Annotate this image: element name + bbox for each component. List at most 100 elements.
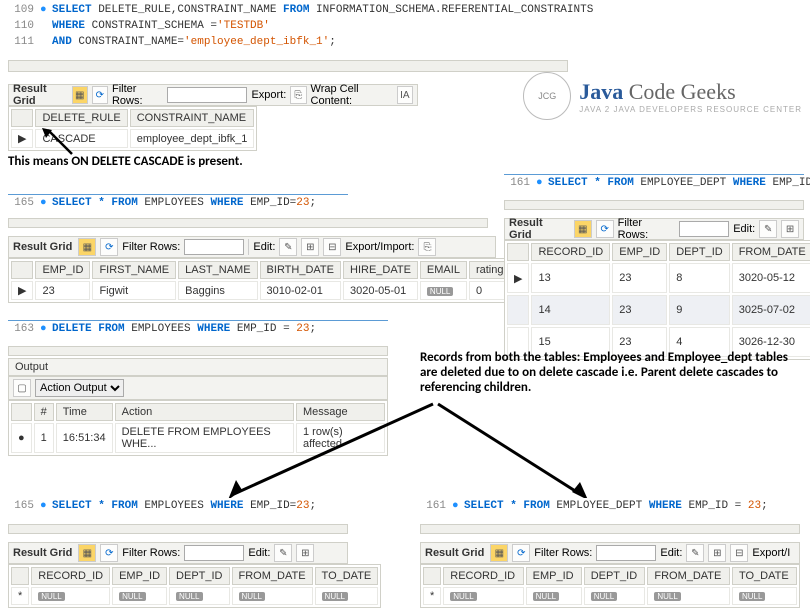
edit2-icon[interactable]: ⊞ — [301, 238, 319, 256]
col-header — [11, 403, 32, 421]
grid-icon[interactable]: ▦ — [490, 544, 508, 562]
col-header[interactable]: Time — [56, 403, 113, 421]
edit-icon[interactable]: ✎ — [279, 238, 297, 256]
col-header[interactable]: DEPT_ID — [584, 567, 646, 585]
cell-null: NULL — [647, 587, 730, 605]
sql-ident: EMP_ID= — [243, 500, 296, 512]
col-header[interactable]: FROM_DATE — [232, 567, 313, 585]
grid-icon[interactable]: ▦ — [78, 238, 96, 256]
refresh-icon[interactable]: ⟳ — [100, 544, 118, 562]
row-marker: ▶ — [507, 263, 529, 293]
col-header[interactable]: FROM_DATE — [647, 567, 730, 585]
row-marker — [507, 295, 529, 325]
line-num: 163 — [8, 321, 40, 337]
col-header[interactable]: EMP_ID — [112, 567, 167, 585]
filter-input[interactable] — [167, 87, 247, 103]
filter-input[interactable] — [184, 545, 244, 561]
scrollbar-horiz[interactable] — [420, 524, 800, 534]
edit-icon[interactable]: ✎ — [759, 220, 777, 238]
cell-null: NULL — [732, 587, 797, 605]
edit3-icon[interactable]: ⊟ — [323, 238, 341, 256]
col-header[interactable]: EMAIL — [420, 261, 467, 279]
refresh-icon[interactable]: ⟳ — [512, 544, 530, 562]
refresh-icon[interactable]: ⟳ — [596, 220, 614, 238]
success-icon: ● — [11, 423, 32, 453]
breakpoint-icon: ● — [40, 321, 52, 337]
col-header[interactable]: TO_DATE — [732, 567, 797, 585]
col-header[interactable]: DEPT_ID — [669, 243, 729, 261]
wrap-icon[interactable]: IA — [397, 86, 413, 104]
table-row-empty[interactable]: *NULLNULLNULLNULLNULL — [11, 587, 378, 605]
result-grid-label: Result Grid — [13, 83, 66, 107]
refresh-icon[interactable]: ⟳ — [100, 238, 118, 256]
col-header[interactable]: LAST_NAME — [178, 261, 257, 279]
scrollbar-horiz[interactable] — [8, 60, 568, 72]
col-header[interactable]: RECORD_ID — [31, 567, 110, 585]
result-grid-label: Result Grid — [13, 547, 72, 559]
table-row[interactable]: ▶23FigwitBaggins3010-02-013020-05-01NULL… — [11, 281, 570, 300]
grid-icon[interactable]: ▦ — [72, 86, 88, 104]
null-pill: NULL — [239, 592, 265, 601]
null-pill: NULL — [322, 592, 348, 601]
edit-icon[interactable]: ✎ — [686, 544, 704, 562]
export-icon[interactable]: ⎘ — [418, 238, 436, 256]
sql-kw: * — [588, 177, 608, 189]
arrow-1 — [42, 128, 82, 158]
result-grid-5: RECORD_IDEMP_IDDEPT_IDFROM_DATETO_DATE *… — [8, 564, 381, 608]
col-header[interactable]: TO_DATE — [315, 567, 379, 585]
scrollbar-horiz[interactable] — [8, 524, 348, 534]
sql-ident: EMPLOYEE_DEPT — [550, 500, 649, 512]
scrollbar-horiz[interactable] — [8, 218, 488, 228]
logo-area: JCG Java Code Geeks JAVA 2 JAVA DEVELOPE… — [523, 72, 802, 120]
col-header[interactable]: CONSTRAINT_NAME — [130, 109, 255, 127]
col-header[interactable]: # — [34, 403, 54, 421]
logo-badge-text: JCG — [538, 91, 556, 101]
table-row-empty[interactable]: *NULLNULLNULLNULLNULL — [423, 587, 797, 605]
col-header[interactable]: RECORD_ID — [443, 567, 523, 585]
sql-kw: WHERE — [733, 177, 766, 189]
edit-label: Edit: — [248, 547, 270, 559]
filter-input[interactable] — [596, 545, 656, 561]
col-header[interactable]: EMP_ID — [612, 243, 667, 261]
col-header[interactable]: BIRTH_DATE — [260, 261, 341, 279]
filter-input[interactable] — [184, 239, 244, 255]
null-pill: NULL — [38, 592, 64, 601]
null-pill: NULL — [591, 592, 617, 601]
col-header[interactable]: DEPT_ID — [169, 567, 229, 585]
table-row[interactable]: ▶132383020-05-123025-06-01 — [507, 263, 810, 293]
col-header[interactable]: EMP_ID — [526, 567, 582, 585]
grid-icon[interactable]: ▦ — [78, 544, 96, 562]
edit2-icon[interactable]: ⊞ — [296, 544, 314, 562]
line-num: 161 — [420, 498, 452, 514]
refresh-icon[interactable]: ⟳ — [92, 86, 108, 104]
action-output-dropdown[interactable]: Action Output — [35, 379, 124, 397]
table-row[interactable]: 142393025-07-023026-12-15 — [507, 295, 810, 325]
filter-input[interactable] — [679, 221, 729, 237]
breakpoint-icon: ● — [536, 175, 548, 191]
output-mode-icon[interactable]: ▢ — [13, 379, 31, 397]
export-icon[interactable]: ⎘ — [290, 86, 306, 104]
grid-icon[interactable]: ▦ — [574, 220, 592, 238]
edit2-icon[interactable]: ⊞ — [781, 220, 799, 238]
cell-null: NULL — [443, 587, 523, 605]
sql-str: 'TESTDB' — [217, 20, 270, 32]
scrollbar-horiz[interactable] — [8, 346, 388, 356]
col-header[interactable]: EMP_ID — [35, 261, 90, 279]
col-header[interactable]: HIRE_DATE — [343, 261, 418, 279]
cell-null: NULL — [112, 587, 167, 605]
sql-ident: CONSTRAINT_SCHEMA = — [85, 20, 217, 32]
edit-label: Edit: — [733, 223, 755, 235]
result-grid-label: Result Grid — [509, 217, 568, 241]
sql-ident: EMPLOYEES — [138, 500, 211, 512]
edit3-icon[interactable]: ⊟ — [730, 544, 748, 562]
edit2-icon[interactable]: ⊞ — [708, 544, 726, 562]
null-pill: NULL — [119, 592, 145, 601]
cell-null: NULL — [526, 587, 582, 605]
cell: employee_dept_ibfk_1 — [130, 129, 255, 148]
col-header[interactable]: RECORD_ID — [531, 243, 610, 261]
col-header[interactable]: FROM_DATE — [732, 243, 810, 261]
edit-icon[interactable]: ✎ — [274, 544, 292, 562]
scrollbar-horiz[interactable] — [504, 200, 804, 210]
col-header[interactable]: DELETE_RULE — [35, 109, 127, 127]
col-header[interactable]: FIRST_NAME — [92, 261, 176, 279]
